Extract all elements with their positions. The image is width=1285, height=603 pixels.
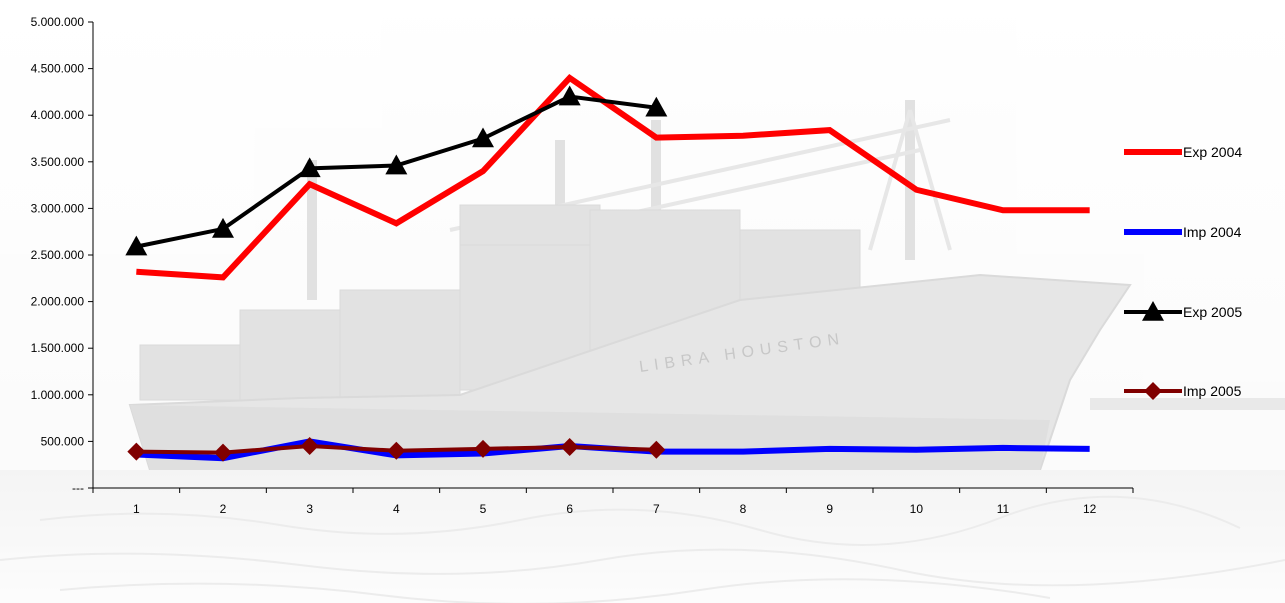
y-tick-label: 3.500.000: [31, 155, 85, 169]
x-tick-label: 10: [910, 502, 924, 516]
series-exp-2005: [125, 85, 668, 256]
x-tick-label: 12: [1083, 502, 1097, 516]
legend-label: Exp 2005: [1183, 304, 1242, 320]
legend-item: Imp 2004: [1124, 224, 1242, 240]
series-imp-2005: [127, 437, 666, 462]
y-tick-label: 2.500.000: [31, 248, 85, 262]
axes: --- 500.000 1.000.000 1.500.000 2.000.000 2.5…: [31, 15, 1134, 516]
x-tick-label: 11: [997, 502, 1010, 516]
legend: Exp 2004 Imp 2004 Exp 2005 Imp 2005: [1124, 144, 1242, 400]
data-point-marker: [125, 235, 148, 256]
data-point-marker: [645, 96, 668, 117]
data-point-marker: [214, 443, 232, 462]
legend-label: Imp 2005: [1183, 383, 1242, 399]
legend-item: Imp 2005: [1124, 382, 1242, 400]
y-tick-label: 4.500.000: [31, 62, 85, 76]
y-tick-label: 2.000.000: [31, 295, 85, 309]
x-tick-label: 2: [220, 502, 227, 516]
x-tick-label: 6: [566, 502, 573, 516]
series-layer: [125, 73, 1090, 462]
data-point-marker: [298, 157, 321, 178]
legend-marker: [1142, 301, 1164, 321]
x-tick-label: 1: [133, 502, 140, 516]
data-point-marker: [472, 127, 494, 148]
data-point-marker: [647, 440, 666, 459]
y-tick-label: 1.000.000: [31, 388, 85, 402]
x-tick-label: 7: [653, 502, 660, 516]
series-line: [136, 73, 1090, 281]
x-tick-label: 3: [306, 502, 313, 516]
data-point-marker: [560, 437, 579, 456]
series-exp-2004: [136, 73, 1090, 281]
data-point-marker: [385, 154, 408, 175]
legend-marker: [1144, 382, 1162, 400]
data-point-marker: [474, 439, 492, 458]
x-tick-label: 8: [740, 502, 747, 516]
legend-item: Exp 2004: [1124, 144, 1242, 160]
y-tick-label: 1.500.000: [31, 341, 85, 355]
x-tick-label: 4: [393, 502, 400, 516]
x-tick-label: 5: [480, 502, 487, 516]
legend-label: Exp 2004: [1183, 144, 1242, 160]
y-tick-label: ---: [72, 481, 84, 495]
data-point-marker: [387, 441, 406, 460]
data-point-marker: [558, 85, 581, 106]
data-point-marker: [212, 217, 234, 238]
y-tick-label: 5.000.000: [31, 15, 85, 29]
y-tick-label: 4.000.000: [31, 108, 85, 122]
y-tick-label: 3.000.000: [31, 201, 85, 215]
legend-item: Exp 2005: [1124, 301, 1242, 321]
x-tick-label: 9: [826, 502, 833, 516]
y-tick-label: 500.000: [41, 434, 85, 448]
data-point-marker: [127, 442, 146, 461]
data-point-marker: [300, 437, 319, 456]
legend-label: Imp 2004: [1183, 224, 1242, 240]
